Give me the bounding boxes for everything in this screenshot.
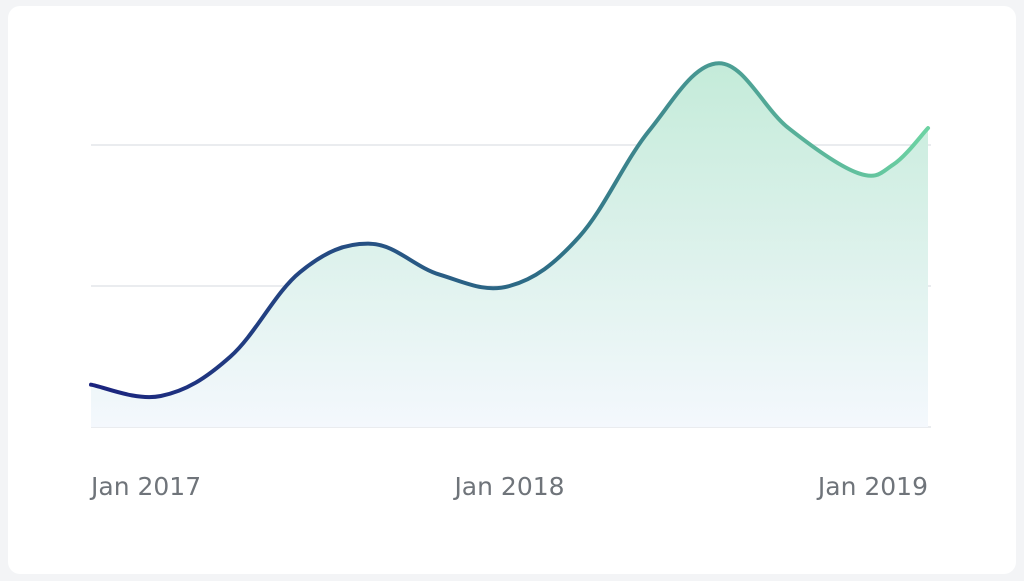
data-point-9 bbox=[717, 61, 721, 65]
data-point-2 bbox=[229, 355, 233, 359]
x-tick-labels: Jan 2017 Jan 2018 Jan 2019 bbox=[89, 472, 928, 501]
data-point-10 bbox=[787, 126, 791, 130]
data-point-6 bbox=[508, 284, 512, 288]
data-point-12 bbox=[891, 163, 895, 167]
data-point-7 bbox=[577, 235, 581, 239]
x-tick-label: Jan 2019 bbox=[816, 472, 928, 501]
x-tick-label: Jan 2018 bbox=[452, 472, 564, 501]
data-point-1 bbox=[159, 394, 163, 398]
x-tick-label: Jan 2017 bbox=[89, 472, 201, 501]
series-line bbox=[89, 61, 930, 400]
data-point-4 bbox=[368, 242, 372, 246]
data-point-8 bbox=[647, 129, 651, 133]
data-point-3 bbox=[298, 270, 302, 274]
data-point-0 bbox=[89, 383, 93, 387]
data-point-13 bbox=[926, 126, 930, 130]
chart-card: Jan 2017 Jan 2018 Jan 2019 bbox=[8, 6, 1016, 574]
data-point-11 bbox=[856, 171, 860, 175]
area-chart: Jan 2017 Jan 2018 Jan 2019 bbox=[89, 61, 931, 501]
area-fill bbox=[91, 63, 928, 427]
data-point-5 bbox=[438, 273, 442, 277]
